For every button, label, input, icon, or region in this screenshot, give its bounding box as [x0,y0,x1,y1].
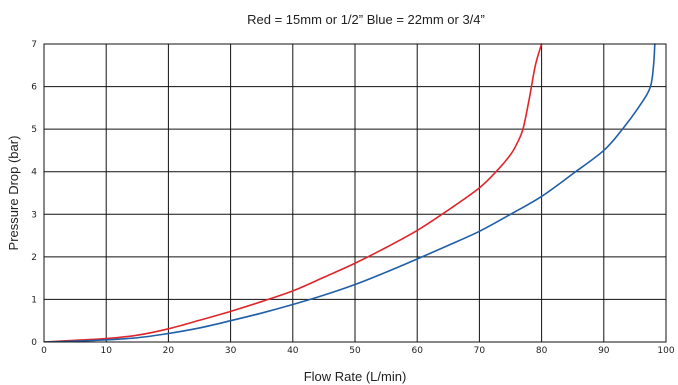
tick-labels: 0 10 20 30 40 50 60 70 80 90 100 0 1 2 3 4 5 6 7 [31,40,675,356]
y-tick-label: 5 [31,125,37,135]
x-tick-label: 20 [163,346,175,356]
x-axis-label: Flow Rate (L/min) [304,369,407,384]
x-tick-label: 100 [657,346,674,356]
y-tick-label: 2 [31,253,37,263]
x-tick-label: 10 [100,346,112,356]
chart-title: Red = 15mm or 1/2” Blue = 22mm or 3/4” [247,12,485,27]
series-15mm-line [44,43,543,342]
y-tick-label: 4 [31,168,37,178]
y-tick-label: 0 [31,338,37,348]
series-layer [44,43,656,342]
plot-frame [43,43,667,343]
x-tick-label: 30 [225,346,237,356]
y-tick-label: 7 [31,40,37,50]
grid [43,43,667,343]
y-axis-label: Pressure Drop (bar) [6,136,21,251]
x-tick-label: 50 [349,346,361,356]
x-tick-label: 80 [536,346,548,356]
x-tick-label: 70 [474,346,486,356]
x-tick-label: 0 [41,346,47,356]
series-22mm-line [44,43,656,342]
y-tick-label: 6 [31,83,37,93]
x-tick-label: 60 [411,346,423,356]
x-tick-label: 90 [598,346,610,356]
x-tick-label: 40 [287,346,299,356]
y-tick-label: 3 [31,210,37,220]
y-tick-label: 1 [31,295,37,305]
